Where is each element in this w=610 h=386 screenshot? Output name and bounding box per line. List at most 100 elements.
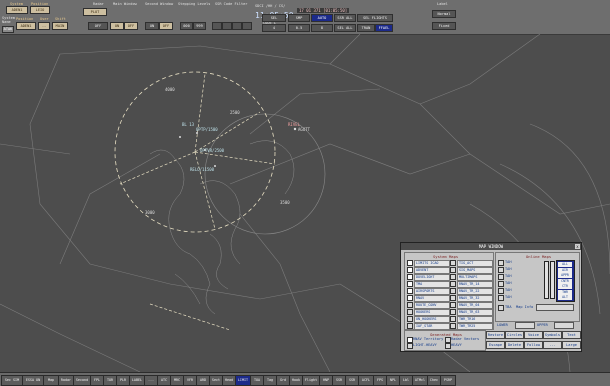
map-checkbox[interactable] <box>407 295 413 301</box>
follow-button[interactable]: Follow <box>524 341 543 349</box>
list-item[interactable]: APPR <box>558 273 572 278</box>
online-maps-scrollbar-2[interactable] <box>550 261 555 299</box>
map-checkbox[interactable] <box>407 274 413 280</box>
bottom-button[interactable]: Head <box>222 375 236 386</box>
map-checkbox[interactable] <box>450 316 456 322</box>
map-checkbox[interactable] <box>445 343 451 349</box>
bottom-button[interactable]: Chec <box>427 375 441 386</box>
bottom-button[interactable]: LABEL <box>129 375 145 386</box>
second-window-off-button[interactable]: OFF <box>159 22 173 30</box>
system-map-item[interactable]: ROUTE_CONV <box>407 302 450 309</box>
bottom-button[interactable]: ATMcl <box>412 375 428 386</box>
ssr-filter-field-1[interactable] <box>212 22 222 30</box>
bottom-button[interactable]: PSRP <box>440 375 456 386</box>
list-item[interactable]: CNTR <box>558 278 572 284</box>
label-normal-button[interactable]: Normal <box>432 10 456 18</box>
bottom-button[interactable]: ARD <box>196 375 210 386</box>
system-map-item[interactable]: TIG_ACT <box>450 260 493 267</box>
symbols-button[interactable]: Symbols <box>543 331 562 339</box>
map-checkbox[interactable] <box>407 288 413 294</box>
list-item[interactable]: CTR <box>558 284 572 289</box>
map-checkbox[interactable] <box>450 267 456 273</box>
system-map-item[interactable]: RNAV_TR_22 <box>450 288 493 295</box>
system-map-item[interactable]: TMA <box>407 281 450 288</box>
map-info-field[interactable] <box>536 304 574 311</box>
bottom-button[interactable]: --- <box>144 375 158 386</box>
bottom-button-active[interactable]: LIMIT <box>235 375 251 386</box>
system-map-item[interactable]: SIG_MAPS <box>450 267 493 274</box>
ssr-filter-field-4[interactable] <box>242 22 252 30</box>
circles-button[interactable]: Circles <box>505 331 524 339</box>
map-checkbox[interactable] <box>407 316 413 322</box>
sel-button[interactable]: SEL <box>262 14 286 22</box>
map-checkbox[interactable] <box>450 274 456 280</box>
list-item[interactable]: AIR <box>558 267 572 273</box>
bottom-button[interactable]: Sec SIM <box>1 375 23 386</box>
online-maps-scrollbar[interactable] <box>544 261 549 299</box>
system-map-item[interactable]: RNAV_TR_04 <box>450 302 493 309</box>
restore-button[interactable]: Restore <box>486 331 505 339</box>
sel-flights-button[interactable]: SEL FLIGHTS <box>357 14 393 22</box>
system-map-item[interactable]: TWR_TR25 <box>450 323 493 330</box>
bottom-button[interactable]: TOR <box>103 375 117 386</box>
map-checkbox[interactable] <box>445 337 451 343</box>
position-value[interactable]: LEIO <box>30 6 50 14</box>
bottom-button[interactable]: NPL <box>386 375 400 386</box>
bottom-button[interactable]: HNP <box>319 375 333 386</box>
map-checkbox[interactable] <box>407 343 413 349</box>
range-05-button[interactable]: 0.5 <box>288 24 310 32</box>
bottom-button[interactable]: Flight <box>302 375 320 386</box>
map-checkbox[interactable] <box>498 295 504 301</box>
map-checkbox[interactable] <box>498 260 504 266</box>
map-checkbox[interactable] <box>450 260 456 266</box>
bottom-button[interactable]: Tag <box>263 375 277 386</box>
large-button[interactable]: Large <box>562 341 581 349</box>
bottom-button[interactable]: Second <box>73 375 91 386</box>
list-item[interactable]: ALL <box>558 262 572 267</box>
bottom-button[interactable]: Map <box>43 375 59 386</box>
second-window-on-button[interactable]: ON <box>145 22 159 30</box>
system-map-item[interactable]: TWR_TR16 <box>450 316 493 323</box>
radar-plot-button[interactable]: PLOT <box>83 8 107 16</box>
bottom-button[interactable]: ACFL <box>358 375 374 386</box>
shift-value[interactable]: MAIN <box>52 22 68 30</box>
system-map-item[interactable]: IAF_STAR <box>407 323 450 330</box>
map-checkbox[interactable] <box>450 302 456 308</box>
ssr-filter-field-2[interactable] <box>222 22 232 30</box>
system-map-item[interactable]: RNAV <box>407 295 450 302</box>
main-window-off-button[interactable]: OFF <box>124 22 138 30</box>
system-map-item[interactable]: MULTIMAPS <box>450 274 493 281</box>
bottom-button[interactable]: Grd <box>276 375 290 386</box>
range-8-button[interactable]: 8 <box>311 24 333 32</box>
system-map-item[interactable]: RNAV_TR_32 <box>450 295 493 302</box>
bottom-button[interactable]: FPS <box>373 375 387 386</box>
radar-off-button[interactable]: OFF <box>88 22 108 30</box>
label-fixed-button[interactable]: Fixed <box>432 22 456 30</box>
system-map-item[interactable]: RNAV_TR_14 <box>450 281 493 288</box>
close-icon[interactable]: x <box>575 244 580 249</box>
map-checkbox[interactable] <box>450 309 456 315</box>
position2-value[interactable]: ADEN1 <box>16 22 36 30</box>
list-item[interactable]: TWR <box>558 289 572 295</box>
online-maps-list[interactable]: ALL AIR APPR CNTR CTR TWR ALT <box>556 260 575 302</box>
system-map-item[interactable]: ADVENT <box>407 267 450 274</box>
system-map-item[interactable]: DOVELIGHT <box>407 274 450 281</box>
map-window-title[interactable]: MAP WINDOW <box>401 243 581 250</box>
bottom-button[interactable]: SSR <box>345 375 359 386</box>
map-checkbox[interactable] <box>407 302 413 308</box>
system-map-item[interactable]: UN_HOOKERS <box>407 316 450 323</box>
tran-button[interactable]: TRAN <box>357 24 375 32</box>
bottom-button[interactable]: MRC <box>170 375 184 386</box>
text-button[interactable]: Text <box>562 331 581 339</box>
bottom-button[interactable]: Hook <box>289 375 303 386</box>
map-checkbox[interactable] <box>407 281 413 287</box>
map-checkbox[interactable] <box>450 288 456 294</box>
auto-button[interactable]: AUTO <box>311 14 333 22</box>
escape-button[interactable]: Escape <box>486 341 505 349</box>
map-checkbox[interactable] <box>498 288 504 294</box>
ssr-all-button[interactable]: SSR ALL <box>334 14 356 22</box>
bottom-button[interactable]: ATC <box>157 375 171 386</box>
bottom-button[interactable]: VFR <box>183 375 197 386</box>
bottom-button[interactable]: Sect <box>209 375 223 386</box>
system-map-item[interactable]: AIRSPORTS <box>407 288 450 295</box>
